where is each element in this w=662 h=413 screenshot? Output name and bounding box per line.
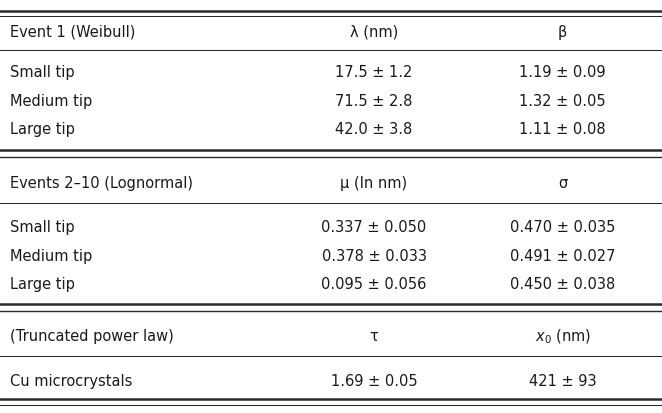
Text: 1.19 ± 0.09: 1.19 ± 0.09: [520, 65, 606, 80]
Text: σ: σ: [558, 176, 567, 191]
Text: (Truncated power law): (Truncated power law): [10, 329, 173, 344]
Text: 0.491 ± 0.027: 0.491 ± 0.027: [510, 249, 616, 263]
Text: Small tip: Small tip: [10, 220, 75, 235]
Text: 0.378 ± 0.033: 0.378 ± 0.033: [322, 249, 426, 263]
Text: 1.69 ± 0.05: 1.69 ± 0.05: [331, 373, 417, 388]
Text: λ (nm): λ (nm): [350, 25, 398, 40]
Text: 0.450 ± 0.038: 0.450 ± 0.038: [510, 277, 615, 292]
Text: Event 1 (Weibull): Event 1 (Weibull): [10, 25, 135, 40]
Text: 1.32 ± 0.05: 1.32 ± 0.05: [520, 93, 606, 108]
Text: Medium tip: Medium tip: [10, 249, 92, 263]
Text: τ: τ: [369, 329, 379, 344]
Text: β: β: [558, 25, 567, 40]
Text: Large tip: Large tip: [10, 277, 75, 292]
Text: Events 2–10 (Lognormal): Events 2–10 (Lognormal): [10, 176, 193, 191]
Text: Medium tip: Medium tip: [10, 93, 92, 108]
Text: Small tip: Small tip: [10, 65, 75, 80]
Text: 1.11 ± 0.08: 1.11 ± 0.08: [520, 121, 606, 136]
Text: 421 ± 93: 421 ± 93: [529, 373, 596, 388]
Text: 0.337 ± 0.050: 0.337 ± 0.050: [322, 220, 426, 235]
Text: Large tip: Large tip: [10, 121, 75, 136]
Text: 0.095 ± 0.056: 0.095 ± 0.056: [321, 277, 427, 292]
Text: 42.0 ± 3.8: 42.0 ± 3.8: [336, 121, 412, 136]
Text: 0.470 ± 0.035: 0.470 ± 0.035: [510, 220, 616, 235]
Text: μ (ln nm): μ (ln nm): [340, 176, 408, 191]
Text: $x_0$ (nm): $x_0$ (nm): [535, 327, 591, 345]
Text: Cu microcrystals: Cu microcrystals: [10, 373, 132, 388]
Text: 17.5 ± 1.2: 17.5 ± 1.2: [336, 65, 412, 80]
Text: 71.5 ± 2.8: 71.5 ± 2.8: [336, 93, 412, 108]
